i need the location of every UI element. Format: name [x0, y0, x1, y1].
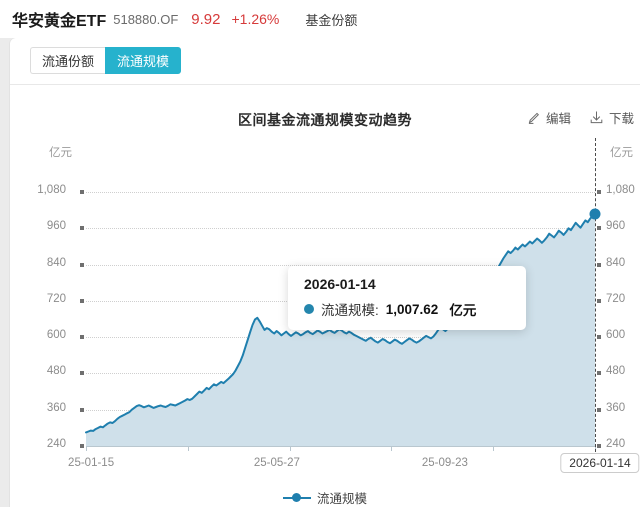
y-axis-tick-mark: [80, 262, 84, 267]
y-axis-tick-label: 360: [606, 401, 626, 414]
tab-circulating-shares[interactable]: 流通份额: [30, 47, 106, 74]
chart-plot-area[interactable]: 亿元 亿元 1,080 1,080 960 960 840 840 720 720 600 600…: [10, 138, 640, 507]
fund-share-label[interactable]: 基金份额: [305, 12, 358, 28]
chart-title: 区间基金流通规模变动趋势: [238, 112, 412, 128]
chart-card: 流通份额 流通规模 区间基金流通规模变动趋势 编辑 下载: [10, 38, 640, 507]
tooltip-series-unit: 亿元: [449, 303, 477, 318]
tooltip-series-value: 1,007.62: [385, 301, 439, 317]
y-axis-unit-right: 亿元: [610, 147, 633, 159]
gridline: [86, 228, 595, 230]
gridline: [86, 264, 595, 266]
tooltip-series-dot: [304, 304, 314, 314]
x-axis-tick-label: 25-01-15: [68, 457, 115, 469]
fund-price: 9.92: [191, 10, 221, 28]
y-axis-tick-mark: [80, 335, 84, 340]
y-axis-tick-label: 600: [46, 329, 66, 342]
y-axis-tick-mark: [597, 190, 601, 194]
x-axis-tick-mark: [493, 446, 495, 451]
y-axis-tick-mark: [597, 335, 601, 340]
y-axis-unit-left: 亿元: [49, 147, 72, 159]
x-axis-selected-label: 2026-01-14: [560, 453, 640, 473]
y-axis-tick-mark: [80, 226, 84, 231]
chart-tooltip: 2026-01-14 流通规模: 1,007.62 亿元: [288, 266, 526, 330]
y-axis-tick-label: 1,080: [37, 184, 66, 196]
x-axis-tick-label: 25-05-27: [253, 457, 300, 469]
y-axis-tick-mark: [80, 371, 84, 376]
tooltip-date: 2026-01-14: [304, 276, 376, 292]
x-axis-tick-mark: [187, 446, 189, 451]
y-axis-tick-label: 240: [606, 438, 626, 450]
page-header: 华安黄金ETF 518880.OF 9.92 +1.26% 基金份额: [0, 0, 640, 38]
x-axis-tick-mark: [289, 446, 291, 451]
y-axis-tick-mark: [597, 444, 601, 448]
y-axis-tick-mark: [597, 371, 601, 376]
fund-code: 518880.OF: [113, 11, 179, 27]
edit-label: 编辑: [545, 112, 571, 126]
x-axis-tick-mark: [86, 446, 87, 451]
download-icon: [589, 110, 604, 125]
download-button[interactable]: 下载: [589, 108, 634, 127]
chart-actions: 编辑 下载: [527, 108, 634, 127]
y-axis-tick-label: 840: [46, 256, 66, 269]
y-axis-tick-label: 480: [46, 365, 66, 378]
pencil-icon: [527, 111, 541, 125]
x-axis-tick-label: 25-09-23: [421, 457, 468, 469]
fund-name: 华安黄金ETF: [12, 13, 107, 30]
y-axis-tick-label: 240: [46, 438, 66, 450]
tooltip-series-label: 流通规模:: [321, 303, 379, 318]
tooltip-series-row: 流通规模: 1,007.62 亿元: [304, 299, 510, 319]
legend-marker: [282, 492, 311, 503]
y-axis-tick-mark: [597, 262, 601, 267]
y-axis-tick-mark: [597, 407, 601, 412]
chart-legend[interactable]: 流通规模: [10, 488, 640, 507]
edit-button[interactable]: 编辑: [527, 108, 571, 127]
y-axis-tick-mark: [80, 298, 84, 303]
y-axis-tick-mark: [80, 407, 84, 412]
y-axis-tick-label: 960: [46, 220, 66, 233]
y-axis-tick-mark: [597, 298, 601, 303]
fund-change-percent: +1.26%: [231, 11, 280, 27]
x-axis-line: [86, 446, 595, 447]
y-axis-tick-label: 1,080: [606, 184, 635, 196]
y-axis-tick-label: 840: [606, 256, 626, 269]
y-axis-tick-mark: [597, 226, 601, 231]
y-axis-tick-label: 720: [606, 292, 626, 305]
tab-bar: 流通份额 流通规模: [30, 47, 182, 74]
y-axis-tick-label: 600: [606, 329, 626, 342]
gridline: [86, 192, 595, 193]
download-label: 下载: [608, 112, 634, 126]
y-axis-tick-label: 480: [606, 365, 626, 378]
x-axis-tick-mark: [391, 446, 393, 451]
y-axis-tick-label: 720: [46, 292, 66, 305]
card-divider: [10, 84, 640, 85]
tab-circulating-scale[interactable]: 流通规模: [105, 47, 182, 74]
y-axis-tick-label: 360: [46, 401, 66, 414]
crosshair-line: [595, 138, 596, 452]
y-axis-tick-label: 960: [606, 220, 626, 233]
y-axis-tick-mark: [80, 444, 84, 448]
highlight-point-marker[interactable]: [589, 208, 601, 220]
y-axis-tick-mark: [80, 190, 84, 194]
legend-label: 流通规模: [316, 492, 367, 506]
